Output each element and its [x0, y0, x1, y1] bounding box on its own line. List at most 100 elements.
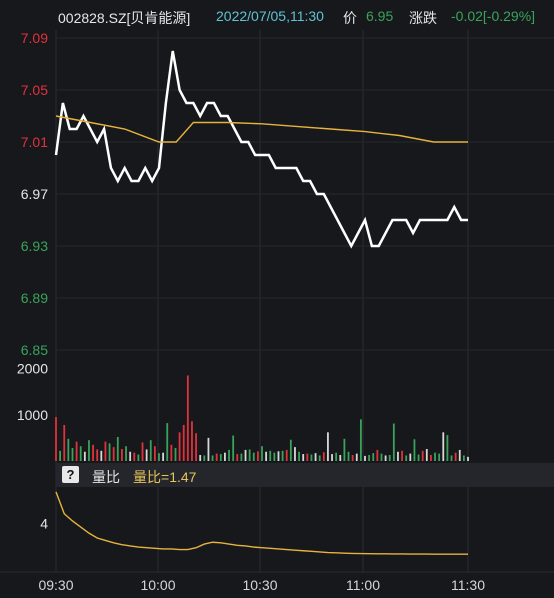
volume-bar	[442, 432, 445, 461]
volume-bar	[405, 455, 408, 461]
volume-bar	[314, 453, 317, 461]
time-tick-label: 11:30	[451, 577, 485, 593]
volume-bar	[331, 454, 333, 461]
volume-bar	[71, 448, 74, 461]
volume-bar	[294, 447, 296, 461]
price-label: 价	[343, 10, 357, 26]
volume-bar	[162, 452, 165, 461]
volume-bar	[285, 449, 288, 461]
volume-bar	[425, 448, 428, 461]
volume-bar	[125, 446, 127, 461]
volume-bar	[327, 432, 329, 461]
time-tick-label: 11:00	[346, 577, 380, 593]
volume-bar	[228, 449, 230, 461]
volume-bar	[289, 439, 292, 461]
volume-panel: 2000 1000	[17, 361, 469, 461]
volume-bar	[454, 452, 457, 461]
volume-bar	[224, 452, 226, 461]
indicator-tab-volume-ratio[interactable]: 量比	[92, 469, 120, 485]
volume-bar	[92, 444, 94, 461]
volume-bar	[121, 448, 123, 461]
price-tick-label: 7.09	[21, 30, 48, 46]
volume-bar	[397, 451, 399, 461]
volume-bar	[59, 450, 62, 461]
volume-bar	[153, 446, 156, 461]
volume-bar	[392, 423, 395, 461]
average-price-line	[55, 115, 468, 143]
volume-bar	[281, 450, 284, 461]
price-line	[54, 50, 468, 249]
volume-bar	[55, 417, 57, 461]
price-tick-label: 6.85	[21, 342, 48, 358]
change-label: 涨跌	[409, 10, 437, 26]
volume-bar	[182, 424, 185, 461]
volume-bar	[191, 421, 193, 461]
volume-bar	[318, 455, 321, 461]
volume-bar	[96, 449, 99, 461]
volume-bar	[211, 455, 214, 461]
volume-bar	[133, 452, 136, 461]
volume-bar	[368, 454, 371, 461]
time-tick-label: 09:30	[38, 577, 73, 593]
volume-bar	[335, 452, 338, 461]
volume-bar	[269, 450, 272, 461]
price-value: 6.95	[366, 8, 394, 24]
volume-bar	[384, 455, 387, 461]
volume-bar	[430, 454, 432, 461]
time-tick-label: 10:00	[140, 577, 175, 593]
stock-code: 002828.SZ[贝肯能源]	[58, 10, 191, 26]
volume-bar	[137, 454, 140, 461]
volume-bar	[306, 453, 309, 461]
volume-bar	[310, 454, 313, 461]
volume-bar	[108, 443, 111, 461]
volume-bar	[462, 455, 465, 461]
price-tick-label: 6.93	[21, 238, 48, 254]
volume-bar	[158, 453, 160, 461]
volume-bar	[467, 456, 469, 461]
price-tick-label: 6.89	[21, 290, 48, 306]
volume-bar	[248, 449, 251, 461]
price-tick-label: 7.01	[21, 134, 48, 150]
quote-header: 002828.SZ[贝肯能源] 2022/07/05,11:30 价 6.95 …	[0, 0, 554, 30]
volume-bar	[322, 452, 325, 461]
volume-bar	[421, 450, 424, 461]
help-icon[interactable]: ?	[62, 466, 79, 483]
volume-bar	[244, 449, 247, 461]
volume-bar	[79, 446, 82, 461]
volume-bar	[351, 454, 354, 461]
volume-bar	[450, 455, 453, 461]
volume-bar	[409, 453, 412, 461]
price-tick-label: 6.97	[21, 186, 48, 202]
volume-bar	[401, 450, 403, 461]
volume-bar	[112, 447, 115, 461]
volume-bar	[343, 438, 346, 461]
volume-bar	[388, 454, 391, 461]
volume-bar	[83, 451, 86, 461]
volume-bar	[265, 451, 268, 461]
volume-tick-label: 2000	[17, 361, 48, 377]
volume-bar	[219, 454, 222, 461]
time-axis: 09:30 10:00 10:30 11:00 11:30	[38, 577, 485, 593]
indicator-value-label: 量比=	[133, 469, 170, 485]
volume-bar	[413, 439, 416, 461]
volume-tick-label: 1000	[17, 407, 48, 423]
volume-bar	[273, 452, 276, 461]
volume-bar	[458, 449, 461, 461]
volume-ratio-panel: 4	[40, 491, 468, 555]
volume-bar	[195, 433, 197, 461]
volume-bar	[215, 453, 218, 461]
volume-bar	[355, 453, 358, 461]
volume-bar	[203, 455, 206, 461]
time-tick-label: 10:30	[242, 577, 277, 593]
volume-bar	[376, 449, 379, 461]
ratio-tick-label: 4	[40, 515, 48, 531]
volume-bar	[438, 453, 441, 461]
volume-bar	[63, 424, 66, 461]
volume-bar	[100, 450, 103, 461]
volume-bar	[347, 451, 350, 461]
volume-bar	[116, 436, 119, 461]
volume-bar	[434, 452, 436, 461]
volume-bar	[256, 451, 259, 461]
volume-bar	[232, 435, 235, 461]
